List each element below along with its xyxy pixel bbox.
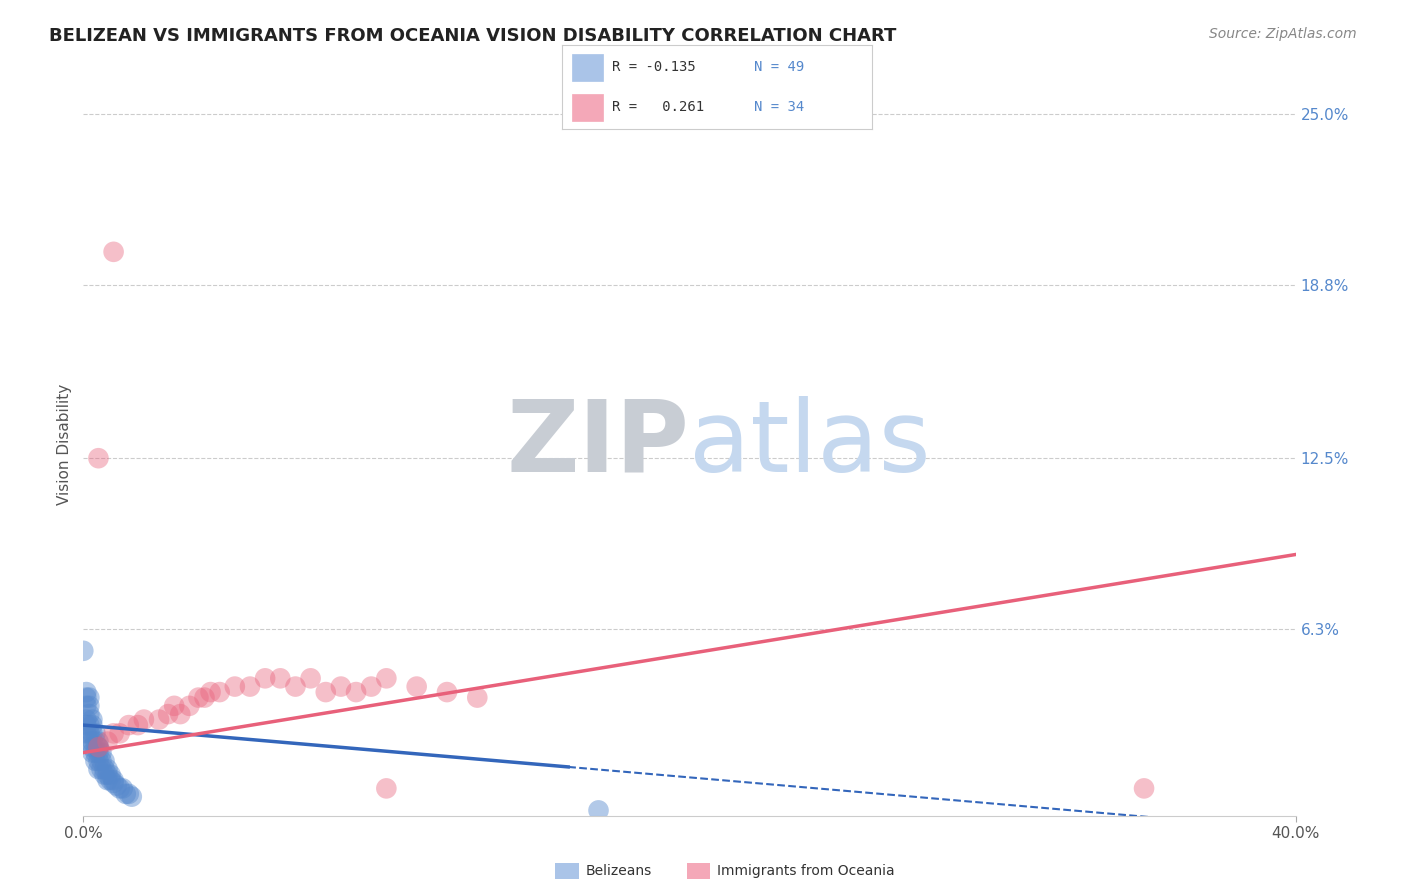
Point [96,734,118,748]
Point [148,713,170,727]
Point [179,698,201,713]
Point [193,690,215,705]
Point [100,767,122,781]
Text: atlas: atlas [689,396,931,493]
Text: Source: ZipAtlas.com: Source: ZipAtlas.com [1209,27,1357,41]
Text: Belizeans: Belizeans [585,863,652,878]
Point [90,754,112,768]
Point [79,734,101,748]
Bar [572,54,603,81]
Point [111,781,134,796]
Point [132,713,155,727]
Point [375,671,398,685]
Point [79,726,101,740]
Point [79,690,101,705]
Point [93,767,115,781]
Point [121,789,143,804]
Point [200,685,222,699]
Point [87,740,110,755]
Bar [572,94,603,120]
Point [82,746,104,760]
Text: ZIP: ZIP [506,396,689,493]
Point [187,690,209,705]
Point [82,734,104,748]
Text: N = 49: N = 49 [754,61,804,74]
Point [103,244,125,259]
Point [84,754,107,768]
Point [79,718,101,732]
Point [82,726,104,740]
Point [103,726,125,740]
Point [75,698,97,713]
Point [93,762,115,776]
Text: R =   0.261: R = 0.261 [612,100,704,114]
Text: BELIZEAN VS IMMIGRANTS FROM OCEANIA VISION DISABILITY CORRELATION CHART: BELIZEAN VS IMMIGRANTS FROM OCEANIA VISI… [49,27,897,45]
Point [465,690,488,705]
Point [118,718,141,732]
Point [79,707,101,722]
Point [87,734,110,748]
Point [82,718,104,732]
Point [87,740,110,755]
Point [163,698,186,713]
Text: R = -0.135: R = -0.135 [612,61,696,74]
Point [84,746,107,760]
Point [87,746,110,760]
Point [75,690,97,705]
Point [588,804,610,818]
Point [84,734,107,748]
Point [344,685,367,699]
Point [87,754,110,768]
Point [82,740,104,755]
Point [114,787,136,801]
Point [93,754,115,768]
Point [127,718,149,732]
Point [360,680,382,694]
Point [269,671,291,685]
Point [108,781,131,796]
Point [239,680,262,694]
Point [208,685,231,699]
Point [118,787,141,801]
Bar [555,863,579,880]
Point [436,685,458,699]
Point [75,718,97,732]
Point [87,740,110,755]
Point [329,680,352,694]
Y-axis label: Vision Disability: Vision Disability [58,384,72,505]
Point [375,781,398,796]
Point [105,779,128,793]
Point [1133,781,1156,796]
Point [157,707,180,722]
Point [299,671,322,685]
Point [254,671,277,685]
Point [82,713,104,727]
Point [96,773,118,788]
Point [72,644,94,658]
Point [75,685,97,699]
Point [75,713,97,727]
Point [315,685,337,699]
Point [87,762,110,776]
Text: Immigrants from Oceania: Immigrants from Oceania [717,863,894,878]
Point [169,707,191,722]
Text: N = 34: N = 34 [754,100,804,114]
Point [96,762,118,776]
Point [103,773,125,788]
Point [75,726,97,740]
Point [284,680,307,694]
Point [79,698,101,713]
Point [100,773,122,788]
Point [96,767,118,781]
Point [87,451,110,466]
Point [405,680,427,694]
Bar [686,863,710,880]
Point [90,746,112,760]
Point [103,776,125,790]
Point [84,726,107,740]
Point [90,762,112,776]
Point [108,726,131,740]
Point [224,680,246,694]
